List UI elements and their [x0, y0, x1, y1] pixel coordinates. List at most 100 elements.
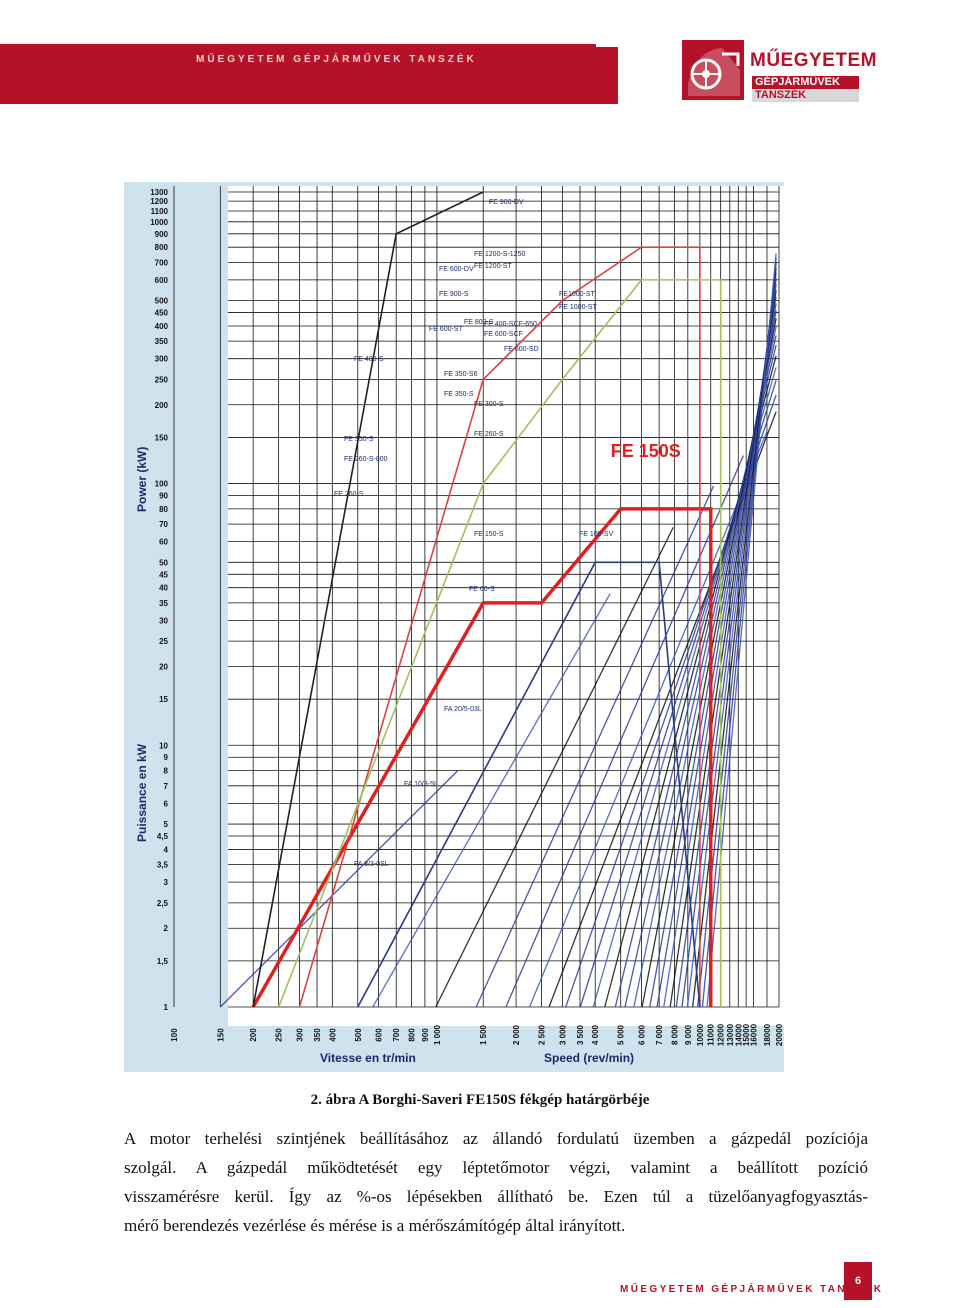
x-tick-label: 18000 — [763, 1023, 772, 1046]
envelope-curve — [475, 485, 715, 1008]
curve-label: FE 100-SV — [579, 531, 614, 538]
x-axis-label-en: Speed (rev/min) — [544, 1051, 634, 1065]
x-tick-label: 2 500 — [538, 1024, 547, 1045]
envelope-curve — [435, 527, 674, 1008]
y-tick-label: 40 — [159, 584, 168, 593]
y-tick-label: 1,5 — [157, 957, 169, 966]
curve-label: FE 350-S6 — [444, 371, 478, 378]
y-axis-label-en: Power (kW) — [135, 447, 149, 512]
header-label: MŰEGYETEM GÉPJÁRMŰVEK TANSZÉK — [196, 54, 477, 65]
power-curve-chart: 1300 1200 1100 1000 900 800 700 600 500 450 400 350… — [124, 182, 784, 1072]
curve-label: FE 350-S — [344, 436, 374, 443]
y-tick-label: 9 — [164, 753, 169, 762]
university-logo: MŰEGYETEM GÉPJÁRMŰVEK TANSZÉK — [682, 40, 876, 102]
x-tick-label: 400 — [328, 1028, 337, 1042]
y-tick-label: 150 — [155, 433, 169, 442]
y-tick-label: 30 — [159, 616, 168, 625]
x-tick-label: 2 000 — [512, 1024, 521, 1045]
curve-label: FE 1200-ST — [474, 263, 512, 270]
y-tick-label: 50 — [159, 558, 168, 567]
x-tick-label: 11000 — [707, 1024, 716, 1046]
x-tick-label: 100 — [170, 1028, 179, 1042]
y-tick-label: 45 — [159, 570, 168, 579]
x-tick-label: 14000 — [734, 1023, 743, 1046]
series-line — [251, 507, 713, 1008]
footer-label: MŰEGYETEM GÉPJÁRMŰVEK TANSZÉK — [620, 1284, 884, 1295]
y-tick-label: 4,5 — [157, 832, 169, 841]
x-tick-label: 6 000 — [638, 1024, 647, 1045]
x-tick-label: 16000 — [750, 1023, 759, 1046]
y-tick-label: 25 — [159, 637, 168, 646]
chart-svg: 1300120011001000900800700600500450400350… — [124, 182, 784, 1072]
y-tick-label: 300 — [155, 355, 169, 364]
curve-label: FE 60-S — [469, 586, 495, 593]
header-notch — [596, 44, 618, 47]
y-tick-label: 500 — [155, 297, 169, 306]
x-tick-label: 4 000 — [591, 1024, 600, 1045]
curve-label: FA 10/3-5L — [404, 781, 438, 788]
x-tick-label: 5 000 — [617, 1024, 626, 1045]
x-tick-label: 900 — [421, 1028, 430, 1042]
body-line: A motor terhelési szintjének beállításáh… — [124, 1129, 868, 1148]
curve-label: FE 350-S — [444, 391, 474, 398]
y-tick-label: 8 — [164, 767, 169, 776]
x-tick-label: 350 — [313, 1028, 322, 1042]
x-tick-label: 150 — [216, 1028, 225, 1042]
y-tick-label: 800 — [155, 243, 169, 252]
curve-label: FE 150-S — [474, 531, 504, 538]
x-tick-label: 500 — [354, 1028, 363, 1042]
highlight-series-label: FE 150S — [611, 441, 681, 461]
y-tick-label: 70 — [159, 520, 168, 529]
envelope-curve — [372, 593, 611, 1008]
logo-subtitle-2: TANSZÉK — [752, 89, 859, 102]
x-tick-label: 1 500 — [479, 1024, 488, 1045]
y-tick-label: 10 — [159, 741, 168, 750]
series-line — [277, 279, 722, 1008]
x-tick-label: 300 — [295, 1028, 304, 1042]
logo-subtitle-1: GÉPJÁRMŰVEK — [752, 76, 859, 89]
y-tick-label: 100 — [155, 480, 169, 489]
envelope-curve — [528, 431, 768, 1008]
y-tick-label: 15 — [159, 695, 168, 704]
curve-label: FE 260-S-800 — [344, 456, 388, 463]
y-tick-label: 250 — [155, 375, 169, 384]
y-tick-label: 1100 — [151, 207, 169, 216]
curve-label: FE 1200-S-1250 — [474, 251, 525, 258]
y-tick-label: 35 — [159, 599, 168, 608]
x-tick-label: 20000 — [775, 1023, 784, 1046]
y-tick-label: 700 — [155, 258, 169, 267]
y-axis-label-fr: Puissance en kW — [135, 743, 149, 842]
x-tick-label: 12000 — [717, 1023, 726, 1046]
y-tick-label: 350 — [155, 337, 169, 346]
y-tick-label: 1300 — [150, 188, 168, 197]
y-tick-label: 450 — [155, 309, 169, 318]
curve-label: FE 260-S — [334, 491, 364, 498]
curve-label: FE 900-S — [439, 291, 469, 298]
y-tick-label: 2,5 — [157, 899, 169, 908]
y-tick-label: 6 — [164, 799, 169, 808]
curve-label: FA 20/5-03L — [444, 706, 482, 713]
page-number: 6 — [844, 1262, 872, 1300]
curve-label: FE 400-SCF-650 — [484, 321, 537, 328]
curve-label: FE1000-ST — [559, 291, 596, 298]
curve-label: FE 800-S — [464, 319, 494, 326]
curve-label: FE 600-SCF — [484, 331, 523, 338]
x-tick-label: 200 — [249, 1028, 258, 1042]
y-tick-label: 90 — [159, 492, 168, 501]
x-tick-label: 1 000 — [433, 1024, 442, 1045]
y-tick-label: 3 — [164, 878, 169, 887]
x-tick-label: 250 — [275, 1028, 284, 1042]
series-line — [298, 246, 701, 1008]
x-tick-label: 600 — [375, 1028, 384, 1042]
x-axis-label-fr: Vitesse en tr/min — [320, 1051, 416, 1065]
body-line: visszamérésre kerül. Így az %-os lépések… — [124, 1187, 868, 1206]
x-tick-label: 15000 — [742, 1023, 751, 1046]
y-tick-label: 3,5 — [157, 861, 169, 870]
body-paragraph: A motor terhelési szintjének beállításáh… — [124, 1124, 868, 1240]
curve-label: FE 600-DV — [439, 266, 474, 273]
figure-caption: 2. ábra A Borghi-Saveri FE150S fékgép ha… — [310, 1092, 650, 1108]
header-bar: MŰEGYETEM GÉPJÁRMŰVEK TANSZÉK — [0, 44, 618, 104]
x-tick-label: 3 500 — [576, 1024, 585, 1045]
y-tick-label: 900 — [155, 230, 169, 239]
y-tick-label: 600 — [155, 276, 169, 285]
